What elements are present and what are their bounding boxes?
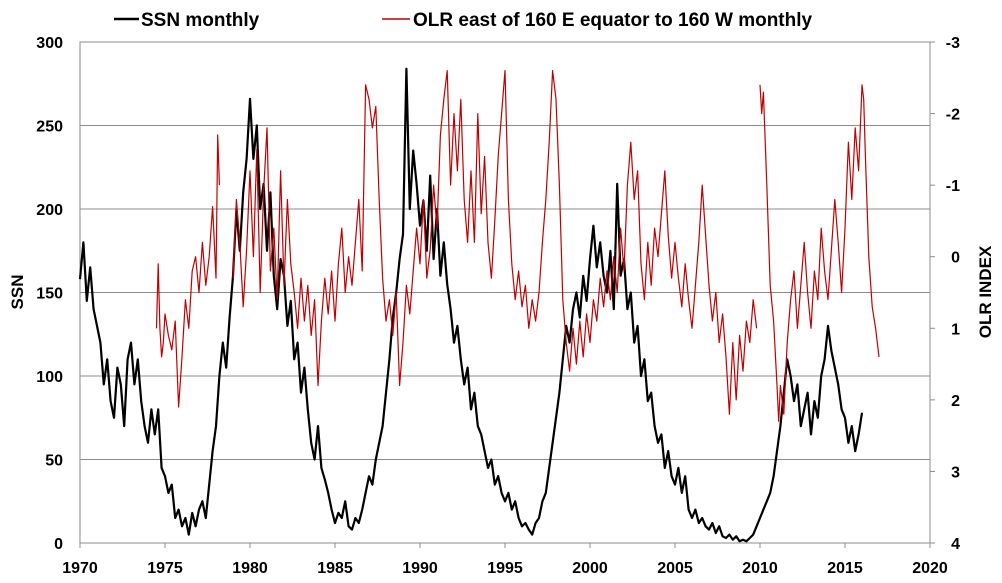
y-right-tick-label: -1	[946, 178, 960, 195]
legend-ssn-label: SSN monthly	[141, 10, 260, 31]
y-left-tick-label: 300	[36, 35, 63, 52]
y-right-tick-label: 4	[951, 536, 960, 553]
x-tick-label: 1975	[147, 560, 183, 577]
x-tick-label: 1970	[62, 560, 98, 577]
gridlines	[80, 125, 930, 460]
y-left-tick-label: 150	[36, 286, 63, 303]
x-tick-label: 2000	[572, 560, 608, 577]
y-right-tick-label: 0	[951, 250, 960, 267]
y-right-tick-label: -2	[946, 107, 960, 124]
x-tick-label: 2015	[827, 560, 863, 577]
series-layer	[78, 67, 880, 543]
y-right-tick-label: 2	[951, 393, 960, 410]
y-left-tick-label: 100	[36, 369, 63, 386]
y-right-tick-label: 1	[951, 321, 960, 338]
x-tick-label: 1990	[402, 560, 438, 577]
series-ssn-line	[78, 67, 864, 543]
y-right-tick-label: -3	[946, 35, 960, 52]
x-tick-label: 2005	[657, 560, 693, 577]
y-left-tick-label: 200	[36, 202, 63, 219]
axes-layer: 0 50 100 150 200 250 300 -3 -2 -1 0 1 2 3 4 1970 1975 198…	[36, 35, 960, 577]
y-right-tick-label: 3	[951, 464, 960, 481]
y-left-tick-label: 0	[54, 536, 63, 553]
x-tick-label: 1995	[487, 560, 523, 577]
x-tick-label: 1985	[317, 560, 353, 577]
series-olr-line-segment-1	[232, 69, 758, 415]
legend-olr-label: OLR east of 160 E equator to 160 W month…	[413, 10, 813, 31]
y-left-axis-title: SSN	[8, 275, 27, 310]
legend: SSN monthly OLR east of 160 E equator to…	[114, 10, 813, 31]
y-right-axis-title: OLR INDEX	[976, 245, 995, 338]
x-tick-label: 2020	[912, 560, 948, 577]
x-tick-label: 2010	[742, 560, 778, 577]
series-olr-line-segment-0	[155, 134, 220, 408]
y-left-tick-label: 250	[36, 119, 63, 136]
x-tick-label: 1980	[232, 560, 268, 577]
y-left-tick-label: 50	[45, 453, 63, 470]
series-olr-line-segment-2	[759, 84, 880, 422]
